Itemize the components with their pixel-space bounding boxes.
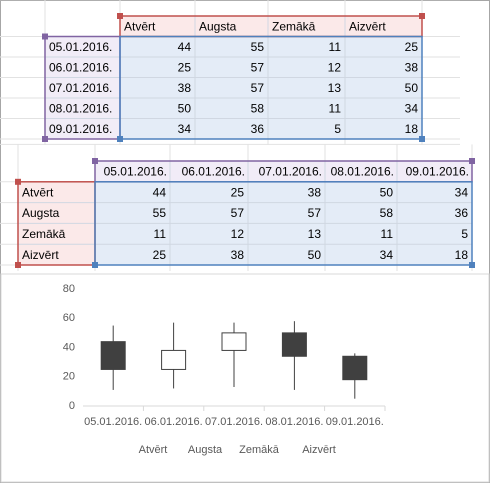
x-tick-label: 06.01.2016.: [145, 416, 203, 428]
chart-area: [0, 273, 490, 483]
row-header: 09.01.2016.: [49, 122, 112, 136]
cell-value: 11: [329, 40, 342, 54]
cell-value: 57: [251, 81, 265, 95]
column-header: 06.01.2016.: [182, 165, 245, 179]
selection-handle: [419, 13, 425, 19]
column-header: 05.01.2016.: [104, 165, 167, 179]
cell-value: 5: [461, 227, 468, 241]
x-tick-label: 07.01.2016.: [205, 416, 263, 428]
cell-value: 50: [405, 81, 419, 95]
y-tick-label: 40: [63, 341, 75, 353]
column-header: Augsta: [199, 19, 237, 33]
cell-value: 11: [329, 101, 342, 115]
cell-value: 36: [251, 122, 265, 136]
selection-handle: [469, 262, 475, 268]
cell-value: 18: [405, 122, 419, 136]
column-header: 07.01.2016.: [259, 165, 322, 179]
label-highlight: [45, 36, 120, 139]
cell-value: 57: [308, 206, 322, 220]
y-tick-label: 20: [63, 371, 75, 383]
cell-value: 50: [308, 248, 322, 262]
cell-value: 25: [231, 185, 245, 199]
cell-value: 34: [380, 248, 394, 262]
data-border: [94, 181, 473, 266]
row-header: Zemākā: [22, 227, 66, 241]
candle-body: [161, 349, 187, 370]
column-header: Zemākā: [272, 19, 316, 33]
cell-value: 25: [153, 248, 167, 262]
selection-handle: [419, 136, 425, 142]
cell-value: 58: [251, 101, 265, 115]
cell-value: 55: [153, 206, 167, 220]
cell-value: 38: [405, 60, 419, 74]
cell-value: 50: [178, 101, 192, 115]
x-tick-label: 09.01.2016.: [326, 416, 384, 428]
candle-body: [100, 341, 126, 370]
data-highlight: [120, 36, 422, 139]
column-header: 09.01.2016.: [406, 165, 469, 179]
cell-value: 38: [178, 81, 192, 95]
selection-handle: [117, 136, 123, 142]
selection-handle: [117, 13, 123, 19]
cell-value: 44: [153, 185, 167, 199]
header-highlight: [95, 161, 472, 182]
selection-handle: [15, 262, 21, 268]
column-header: Atvērt: [124, 19, 156, 33]
cell-value: 18: [455, 248, 469, 262]
cell-value: 38: [308, 185, 322, 199]
cell-value: 36: [455, 206, 469, 220]
cell-value: 34: [455, 185, 469, 199]
cell-value: 38: [231, 248, 245, 262]
cell-value: 57: [231, 206, 245, 220]
x-tick-label: 08.01.2016.: [265, 416, 323, 428]
candle-body: [281, 332, 307, 357]
row-header: 06.01.2016.: [49, 60, 112, 74]
x-tick-label: 05.01.2016.: [84, 416, 142, 428]
selection-handle: [42, 136, 48, 142]
selection-handle: [92, 158, 98, 164]
legend-entry: Atvērt: [139, 444, 168, 456]
cell-value: 44: [178, 40, 192, 54]
data-border: [119, 35, 423, 140]
column-header: 08.01.2016.: [331, 165, 394, 179]
legend-entry: Zemākā: [239, 444, 280, 456]
selection-handle: [92, 262, 98, 268]
y-tick-label: 0: [69, 400, 75, 412]
cell-value: 11: [381, 227, 394, 241]
selection-handle: [15, 178, 21, 185]
y-tick-label: 80: [63, 283, 75, 295]
cell-value: 34: [178, 122, 192, 136]
cell-value: 12: [231, 227, 245, 241]
selection-handle: [42, 33, 48, 40]
candle-body: [342, 355, 368, 381]
y-tick-label: 60: [63, 312, 75, 324]
cell-value: 13: [328, 81, 342, 95]
cell-value: 12: [328, 60, 342, 74]
row-header: 08.01.2016.: [49, 101, 112, 115]
cell-value: 34: [405, 101, 419, 115]
legend-entry: Augsta: [188, 444, 223, 456]
row-header: Augsta: [22, 206, 60, 220]
cell-value: 57: [251, 60, 265, 74]
row-header: 07.01.2016.: [49, 81, 112, 95]
column-header: Aizvērt: [349, 19, 386, 33]
row-header: 05.01.2016.: [49, 40, 112, 54]
row-header: Atvērt: [22, 185, 54, 199]
selection-handle: [469, 158, 475, 164]
cell-value: 25: [405, 40, 419, 54]
candle-body: [221, 332, 247, 351]
cell-value: 5: [334, 122, 341, 136]
legend-entry: Aizvērt: [302, 444, 336, 456]
cell-value: 13: [308, 227, 322, 241]
cell-value: 25: [178, 60, 192, 74]
cell-value: 11: [154, 227, 167, 241]
cell-value: 55: [251, 40, 265, 54]
row-header: Aizvērt: [22, 248, 59, 262]
cell-value: 50: [380, 185, 394, 199]
cell-value: 58: [380, 206, 394, 220]
